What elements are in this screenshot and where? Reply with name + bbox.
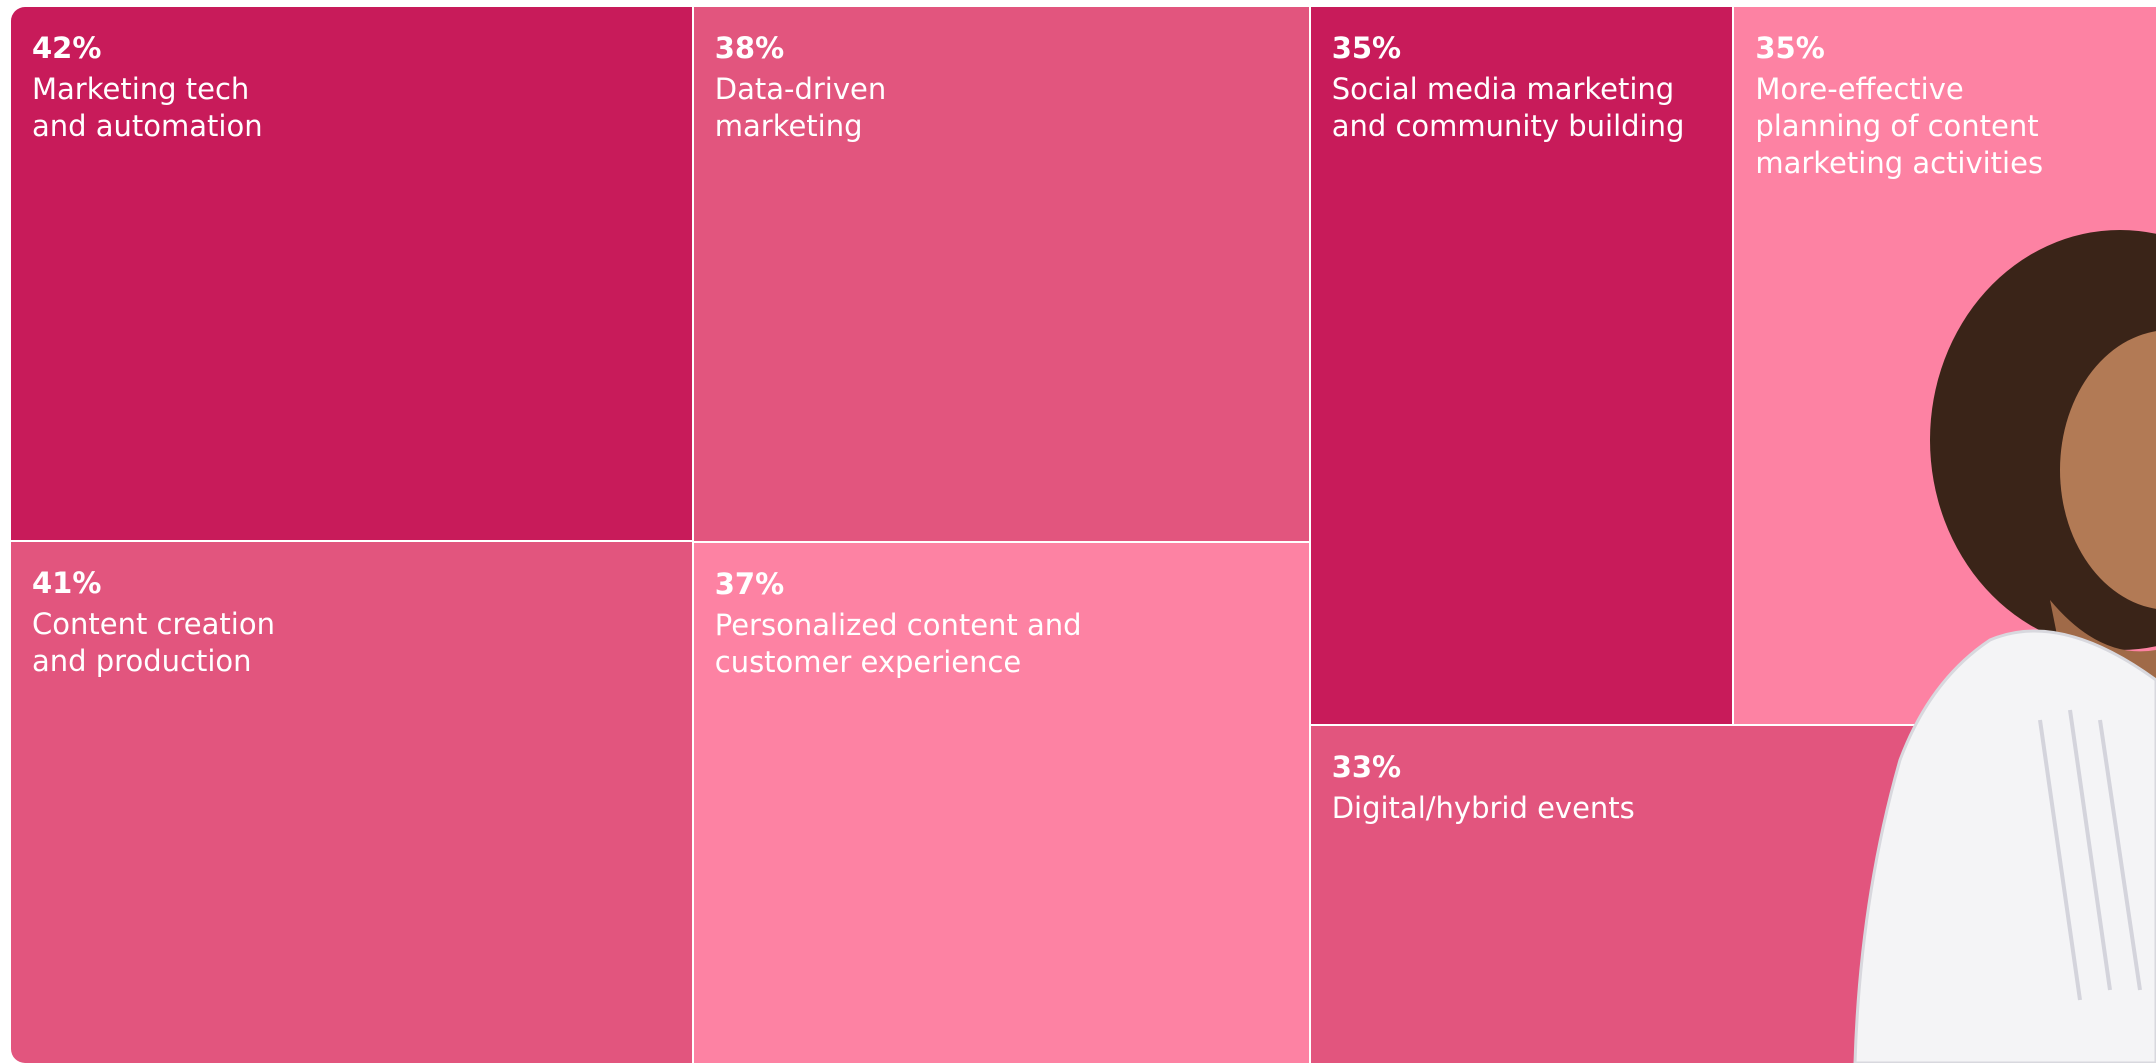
value-label: 38% xyxy=(714,31,785,65)
tile: 37% Personalized content and customer exp… xyxy=(693,543,1309,1063)
tile: 38% Data-driven marketing xyxy=(693,7,1309,542)
category-label: Personalized content and customer experi… xyxy=(714,608,1082,680)
tile: 35% Social media marketing and community … xyxy=(1310,7,1733,725)
value-label: 42% xyxy=(32,31,102,65)
tile: 42% Marketing tech and automation xyxy=(11,7,692,541)
category-label: Social media marketing and community bui… xyxy=(1331,72,1685,143)
tile: 35% More-effective planning of content ma… xyxy=(1734,7,2156,725)
value-label: 35% xyxy=(1755,31,1825,65)
value-label: 41% xyxy=(32,566,102,601)
category-label: Content creation and production xyxy=(32,607,275,679)
category-label: Digital/hybrid events xyxy=(1331,791,1635,826)
treemap: 42% Marketing tech and automation 41% Conte… xyxy=(11,7,2156,1063)
value-label: 35% xyxy=(1331,31,1402,65)
category-label: More-effective planning of content marke… xyxy=(1755,72,2044,180)
category-label: Data-driven marketing xyxy=(714,72,887,143)
tile: 33% Digital/hybrid events xyxy=(1310,726,2156,1063)
value-label: 37% xyxy=(714,567,785,602)
tile: 41% Content creation and production xyxy=(11,542,692,1063)
value-label: 33% xyxy=(1331,750,1402,785)
category-label: Marketing tech and automation xyxy=(32,72,263,143)
